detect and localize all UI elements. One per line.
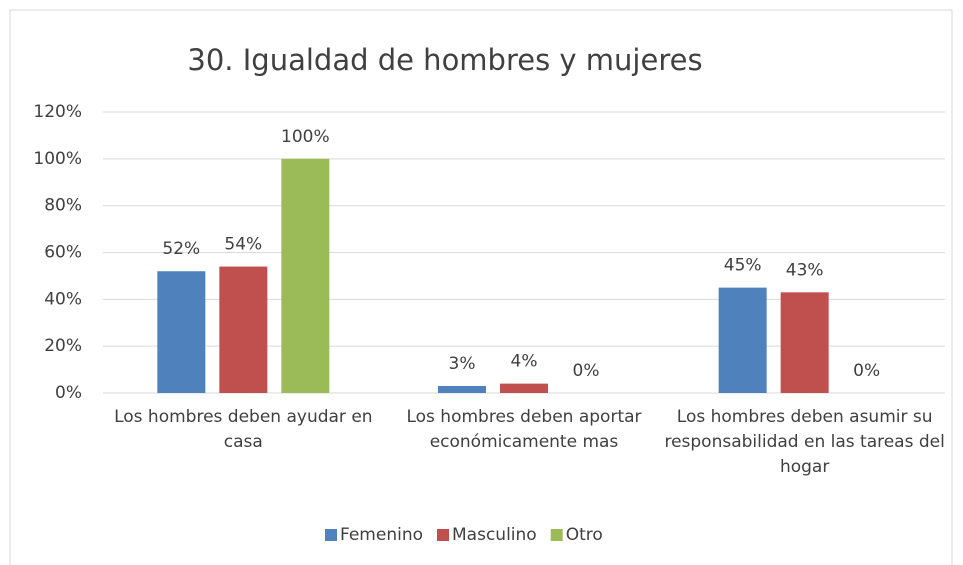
bar	[157, 271, 206, 393]
bar	[281, 158, 330, 393]
y-tick-label: 40%	[44, 289, 82, 309]
x-tick-label: Los hombres deben asumir su responsabili…	[664, 407, 945, 477]
data-label: 4%	[511, 352, 538, 372]
legend-swatch	[325, 529, 337, 541]
data-label: 45%	[724, 256, 762, 276]
y-tick-label: 100%	[33, 149, 82, 169]
x-tick-label-box: Los hombres deben aportar económicamente…	[406, 407, 642, 452]
data-label: 100%	[281, 127, 330, 147]
y-tick-label: 0%	[55, 383, 82, 403]
data-label: 0%	[853, 361, 880, 381]
bar	[219, 266, 268, 393]
chart-title: 30. Igualdad de hombres y mujeres	[187, 43, 702, 77]
legend-swatch	[550, 529, 563, 541]
legend-label: Femenino	[340, 525, 423, 545]
bar	[718, 287, 767, 393]
data-label: 3%	[449, 354, 476, 374]
data-label: 52%	[162, 239, 200, 259]
x-tick-label: Los hombres deben aportar económicamente…	[406, 407, 642, 452]
x-tick-label-box: Los hombres deben ayudar en casa	[114, 407, 373, 452]
y-tick-label: 80%	[44, 196, 82, 216]
bar	[438, 385, 486, 393]
data-label: 0%	[573, 361, 600, 381]
data-label: 54%	[224, 235, 262, 255]
y-tick-label: 60%	[44, 243, 82, 263]
legend-label: Otro	[566, 525, 603, 545]
data-label: 43%	[786, 260, 824, 280]
legend-label: Masculino	[452, 525, 537, 545]
x-tick-label-box: Los hombres deben asumir su responsabili…	[664, 407, 945, 477]
x-tick-label: Los hombres deben ayudar en casa	[114, 407, 373, 452]
y-tick-label: 120%	[33, 102, 82, 122]
legend-swatch	[437, 529, 449, 541]
bar	[500, 383, 548, 393]
bar	[780, 292, 829, 393]
y-tick-label: 20%	[44, 336, 82, 356]
